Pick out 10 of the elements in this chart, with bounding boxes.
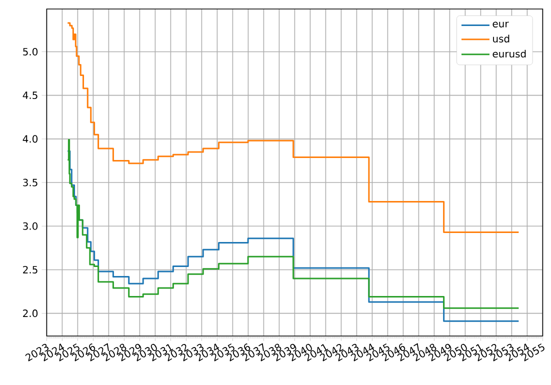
- y-tick-label: 4.0: [22, 135, 38, 143]
- y-tick-label: 5.0: [23, 48, 38, 56]
- y-tick-label: 3.0: [23, 222, 38, 230]
- y-tick-label: 2.5: [23, 266, 38, 274]
- legend-label: eurusd: [492, 50, 526, 58]
- legend-label: eur: [492, 22, 509, 28]
- y-tick-label: 4.5: [22, 92, 38, 100]
- y-tick-label: 3.5: [23, 178, 38, 186]
- legend-label: usd: [493, 34, 510, 42]
- y-tick-label: 2.0: [23, 310, 38, 318]
